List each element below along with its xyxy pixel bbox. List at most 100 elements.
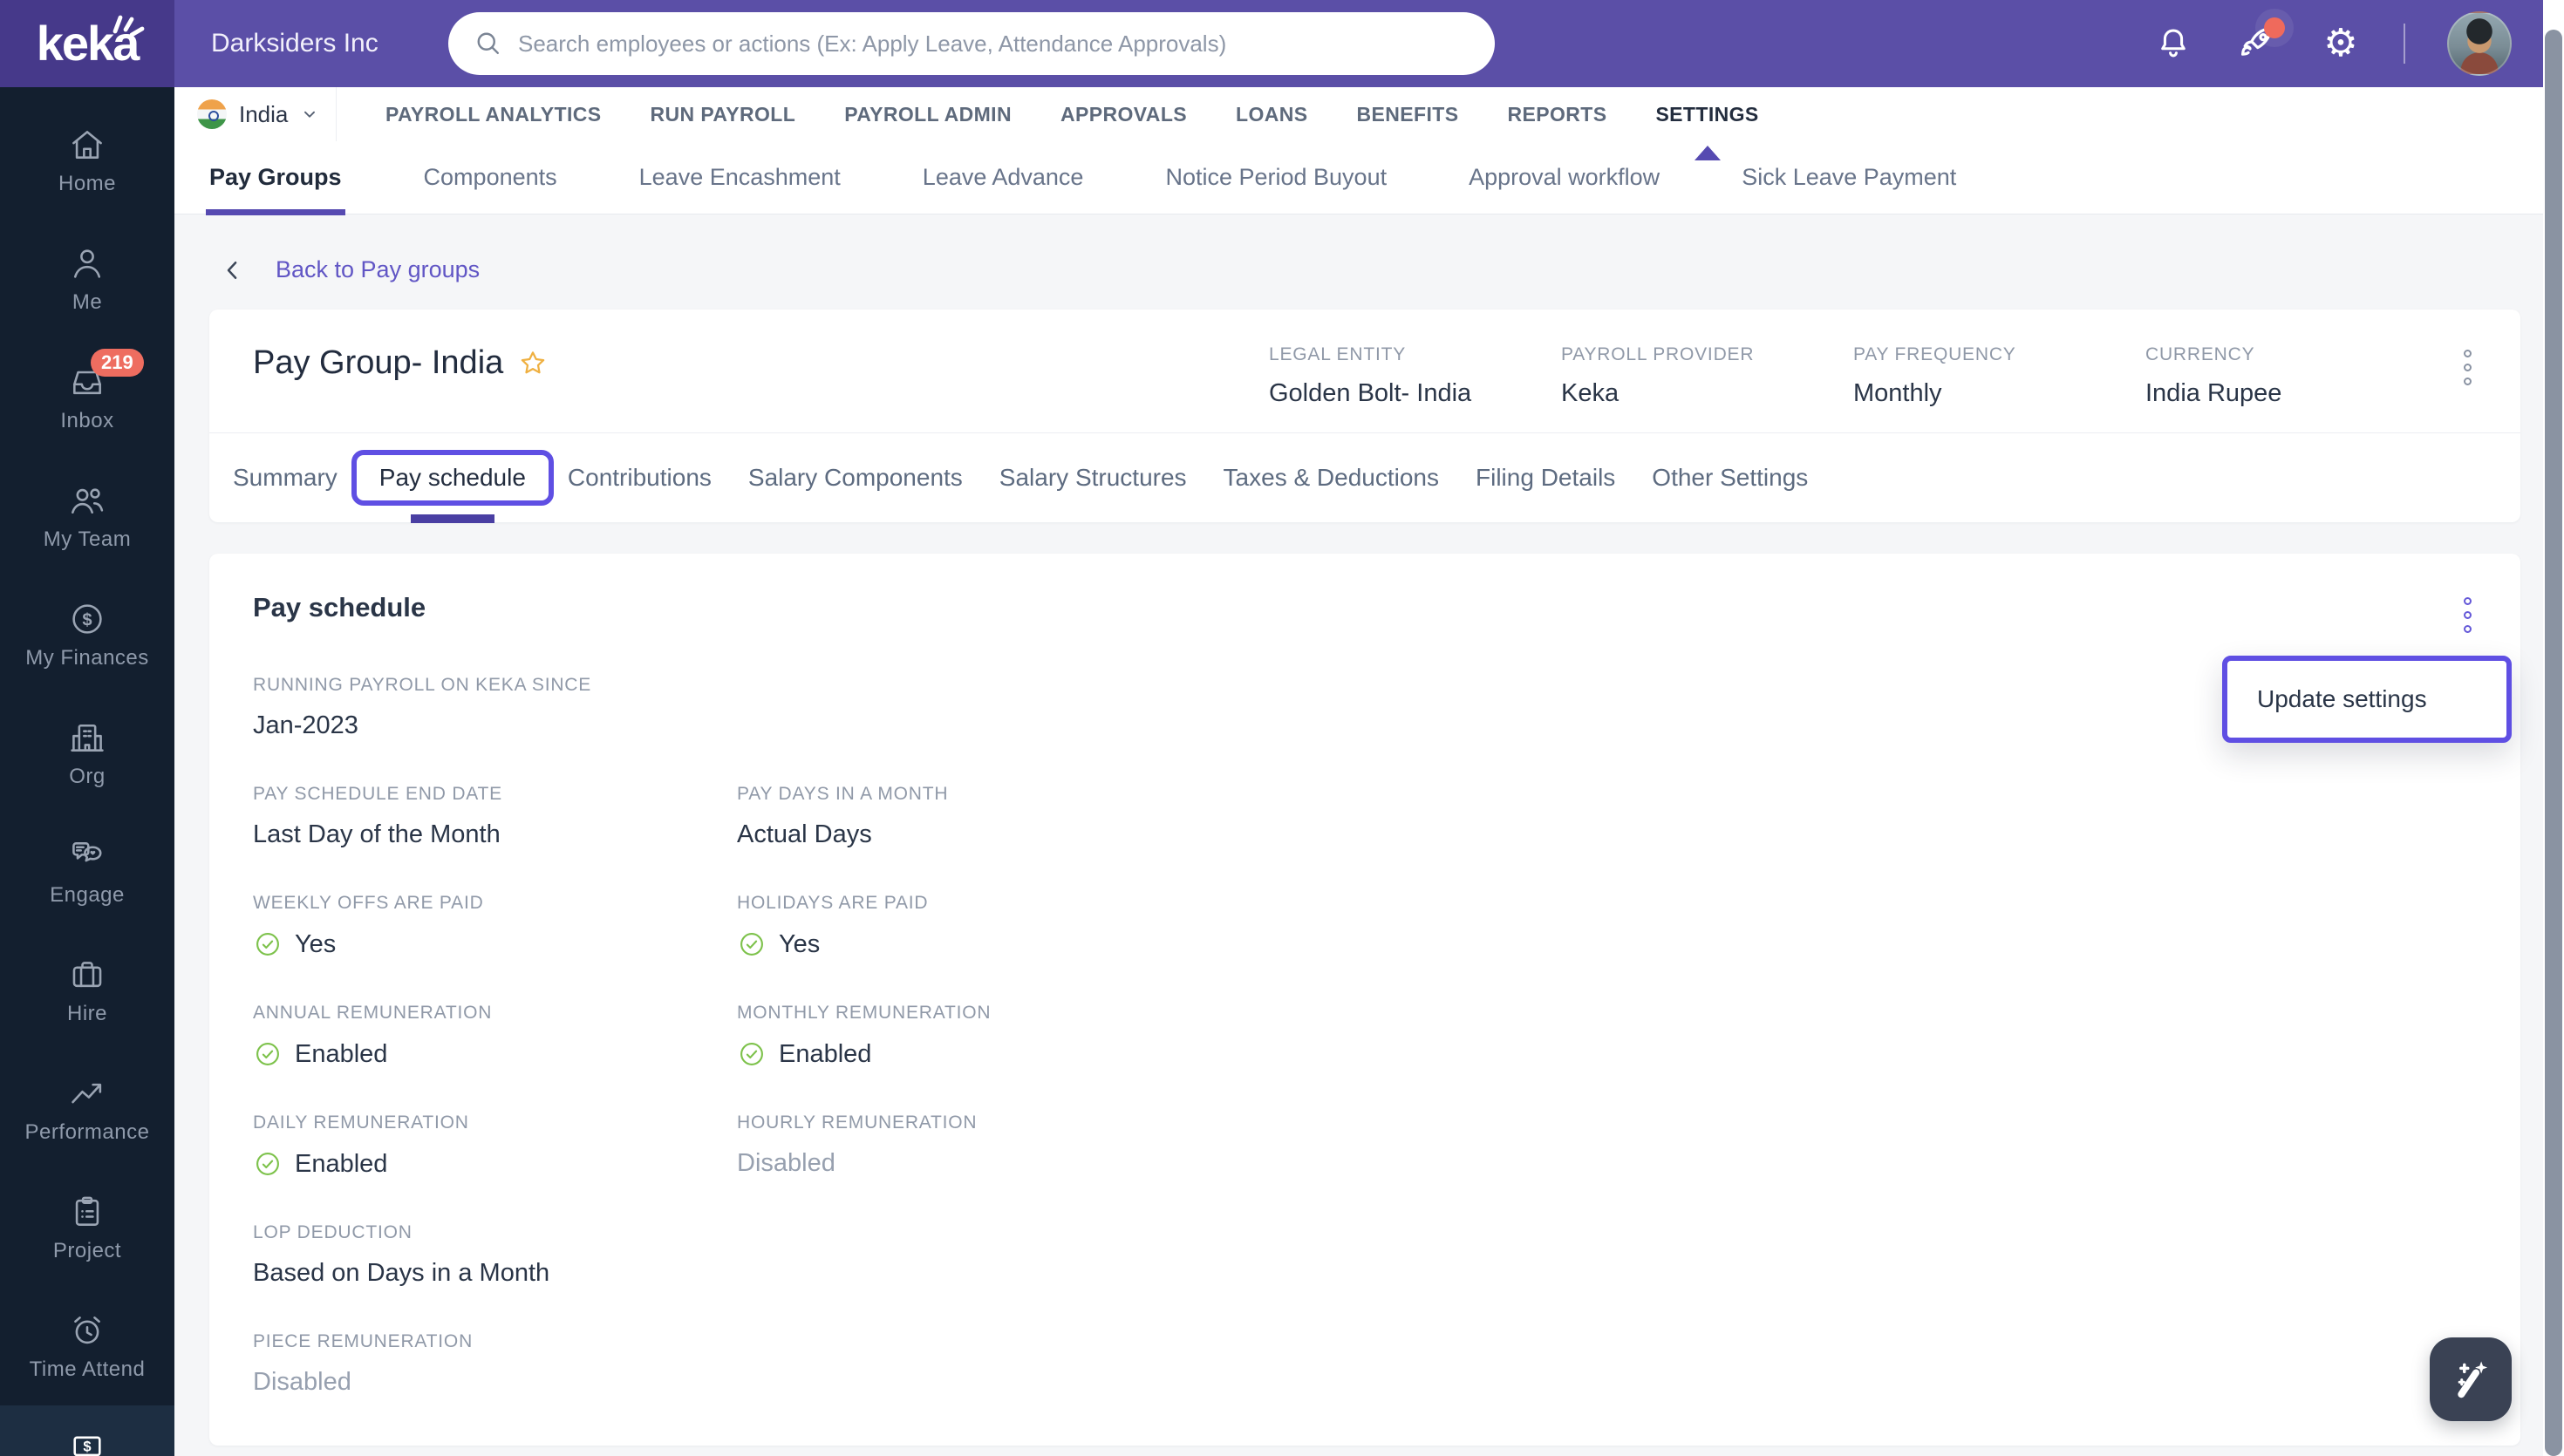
nav-loans[interactable]: LOANS [1236,102,1308,126]
field-weekly-offs-paid: WEEKLY OFFS ARE PAID Yes [253,893,484,958]
tab-pay-schedule[interactable]: Pay schedule [351,433,554,523]
sidebar-item-time-attend[interactable]: Time Attend [0,1287,174,1405]
check-circle-icon [256,1043,279,1065]
module-nav: India PAYROLL ANALYTICS RUN PAYROLL PAYR… [174,87,2543,141]
subnav-components[interactable]: Components [423,164,557,190]
magic-wand-icon [2458,1361,2488,1398]
module-nav-items: PAYROLL ANALYTICS RUN PAYROLL PAYROLL AD… [385,103,1759,126]
dollar-circle-icon: $ [68,600,106,638]
field-pay-schedule-end-date: PAY SCHEDULE END DATE Last Day of the Mo… [253,784,502,848]
nav-payroll-analytics[interactable]: PAYROLL ANALYTICS [385,102,602,126]
sidebar-item-engage[interactable]: Engage [0,813,174,931]
inbox-count-badge: 219 [91,348,144,377]
field-hourly-remuneration: HOURLY REMUNERATION Disabled [737,1112,978,1177]
meta-legal-entity: LEGAL ENTITY Golden Bolt- India [1269,344,1472,407]
panel-title: Pay schedule [253,592,426,623]
app-sidebar: Home Me 219 Inbox My Team $ My Finances … [0,87,174,1456]
magic-wand-assistant-button[interactable] [2430,1337,2512,1421]
check-circle-icon [256,1153,279,1175]
home-icon [68,126,106,164]
svg-text:$: $ [82,610,92,629]
company-name: Darksiders Inc [211,29,378,58]
meta-currency: CURRENCY India Rupee [2145,344,2282,407]
field-running-payroll-since: RUNNING PAYROLL ON KEKA SINCE Jan-2023 [253,675,592,739]
subnav-leave-advance[interactable]: Leave Advance [922,164,1084,190]
pay-group-header-card: Pay Group- India LEGAL ENTITY Golden Bol… [209,310,2520,522]
page-scrollbar[interactable] [2543,0,2564,1456]
field-annual-remuneration: ANNUAL REMUNERATION Enabled [253,1003,493,1068]
sidebar-item-my-finances[interactable]: $ My Finances [0,575,174,694]
nav-approvals[interactable]: APPROVALS [1060,102,1188,126]
tab-filing-details[interactable]: Filing Details [1476,464,1616,491]
notifications-bell-icon[interactable] [2152,23,2194,65]
global-search[interactable] [448,12,1495,75]
field-lop-deduction: LOP DEDUCTION Based on Days in a Month [253,1222,550,1287]
pay-schedule-fields: RUNNING PAYROLL ON KEKA SINCE Jan-2023 P… [253,675,2477,1397]
tab-taxes-deductions[interactable]: Taxes & Deductions [1223,464,1440,491]
check-circle-icon [740,1043,763,1065]
nav-settings[interactable]: SETTINGS [1655,102,1759,126]
update-settings-menu-item[interactable]: Update settings [2222,656,2512,743]
india-flag-icon [197,99,227,129]
keka-logo[interactable]: keka [0,0,174,87]
field-pay-days-in-month: PAY DAYS IN A MONTH Actual Days [737,784,949,848]
pay-group-tabs: Summary Pay schedule Contributions Salar… [209,432,2520,522]
subnav-pay-groups[interactable]: Pay Groups [206,141,345,215]
briefcase-icon [68,956,106,994]
sidebar-item-inbox[interactable]: 219 Inbox [0,338,174,457]
meta-pay-frequency: PAY FREQUENCY Monthly [1853,344,2016,407]
back-to-pay-groups-link[interactable]: Back to Pay groups [220,256,2520,283]
topbar-actions: ⚙ [2152,0,2512,87]
settings-subnav: Pay Groups Components Leave Encashment L… [174,141,2543,215]
sidebar-item-org[interactable]: Org [0,694,174,813]
sidebar-item-me[interactable]: Me [0,220,174,338]
monitor-dollar-icon: $ [68,1430,106,1456]
page-content: Back to Pay groups Pay Group- India LEGA… [174,214,2543,1446]
user-avatar[interactable] [2447,11,2512,76]
sidebar-item-hire[interactable]: Hire [0,931,174,1050]
topbar-divider [2404,24,2405,64]
header-kebab-menu-icon[interactable] [2458,344,2477,391]
sidebar-item-payroll[interactable]: $ Payroll [0,1405,174,1456]
field-piece-remuneration: PIECE REMUNERATION Disabled [253,1331,474,1396]
notification-dot [2264,17,2285,38]
panel-kebab-menu-icon[interactable] [2458,592,2477,638]
pay-schedule-panel: Pay schedule RUNNING PAYROLL ON KEKA SIN… [209,554,2520,1446]
team-icon [68,481,106,520]
tab-summary[interactable]: Summary [233,464,338,491]
subnav-approval-workflow[interactable]: Approval workflow [1469,164,1660,190]
subnav-sick-leave-payment[interactable]: Sick Leave Payment [1742,164,1957,190]
sidebar-item-performance[interactable]: Performance [0,1050,174,1168]
tab-salary-components[interactable]: Salary Components [747,464,963,491]
alarm-clock-icon [68,1311,106,1350]
tab-contributions[interactable]: Contributions [567,464,712,491]
nav-reports[interactable]: REPORTS [1507,102,1607,126]
country-switcher[interactable]: India [174,87,337,141]
keka-spark-icon [113,15,145,37]
field-holidays-paid: HOLIDAYS ARE PAID Yes [737,893,929,958]
nav-payroll-admin[interactable]: PAYROLL ADMIN [844,102,1012,126]
trend-icon [68,1074,106,1112]
subnav-leave-encashment[interactable]: Leave Encashment [638,164,841,190]
tab-salary-structures[interactable]: Salary Structures [999,464,1187,491]
favorite-star-icon[interactable] [517,348,549,379]
settings-gear-icon[interactable]: ⚙ [2323,22,2358,65]
nav-run-payroll[interactable]: RUN PAYROLL [650,102,796,126]
scrollbar-thumb[interactable] [2545,30,2562,1456]
meta-payroll-provider: PAYROLL PROVIDER Keka [1561,344,1755,407]
tab-other-settings[interactable]: Other Settings [1652,464,1809,491]
sidebar-item-project[interactable]: Project [0,1168,174,1287]
inbox-icon: 219 [68,348,144,401]
subnav-notice-period-buyout[interactable]: Notice Period Buyout [1165,164,1388,190]
main-area: India PAYROLL ANALYTICS RUN PAYROLL PAYR… [174,87,2543,1456]
check-circle-icon [740,933,763,956]
sidebar-item-my-team[interactable]: My Team [0,457,174,575]
building-icon [68,718,106,757]
check-circle-icon [256,933,279,956]
whats-new-rocket-icon[interactable] [2236,17,2285,65]
nav-benefits[interactable]: BENEFITS [1356,102,1459,126]
search-input[interactable] [518,30,1470,58]
sidebar-item-home[interactable]: Home [0,101,174,220]
chat-heart-icon [68,837,106,875]
field-daily-remuneration: DAILY REMUNERATION Enabled [253,1112,469,1178]
